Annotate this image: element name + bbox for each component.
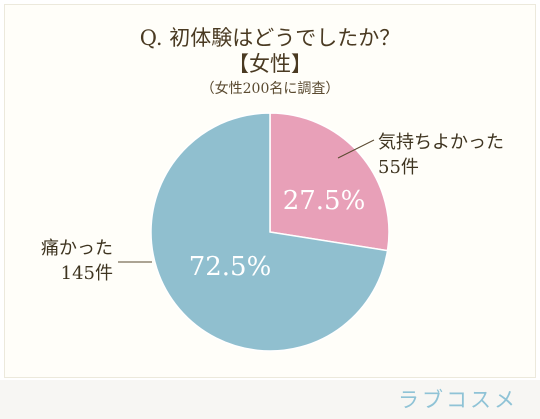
chart-subtitle: 【女性】 (228, 52, 312, 76)
count-label-painful: 145件 (61, 263, 113, 284)
leader-line-good (337, 139, 375, 159)
footer-band (0, 380, 540, 419)
count-label-good: 55件 (378, 157, 419, 178)
category-label-painful: 痛かった (41, 238, 113, 259)
brand-logo: ラブコスメ (398, 388, 518, 412)
category-label-good: 気持ちよかった (378, 132, 504, 153)
chart-survey-note: （女性200名に調査） (200, 81, 340, 97)
pie-slice-painful (150, 112, 389, 352)
pie-slice-good (269, 112, 390, 252)
percent-label-good: 27.5% (283, 186, 366, 216)
percent-label-painful: 72.5% (189, 252, 272, 282)
chart-title: Q. 初体験はどうでしたか？ (139, 26, 401, 50)
